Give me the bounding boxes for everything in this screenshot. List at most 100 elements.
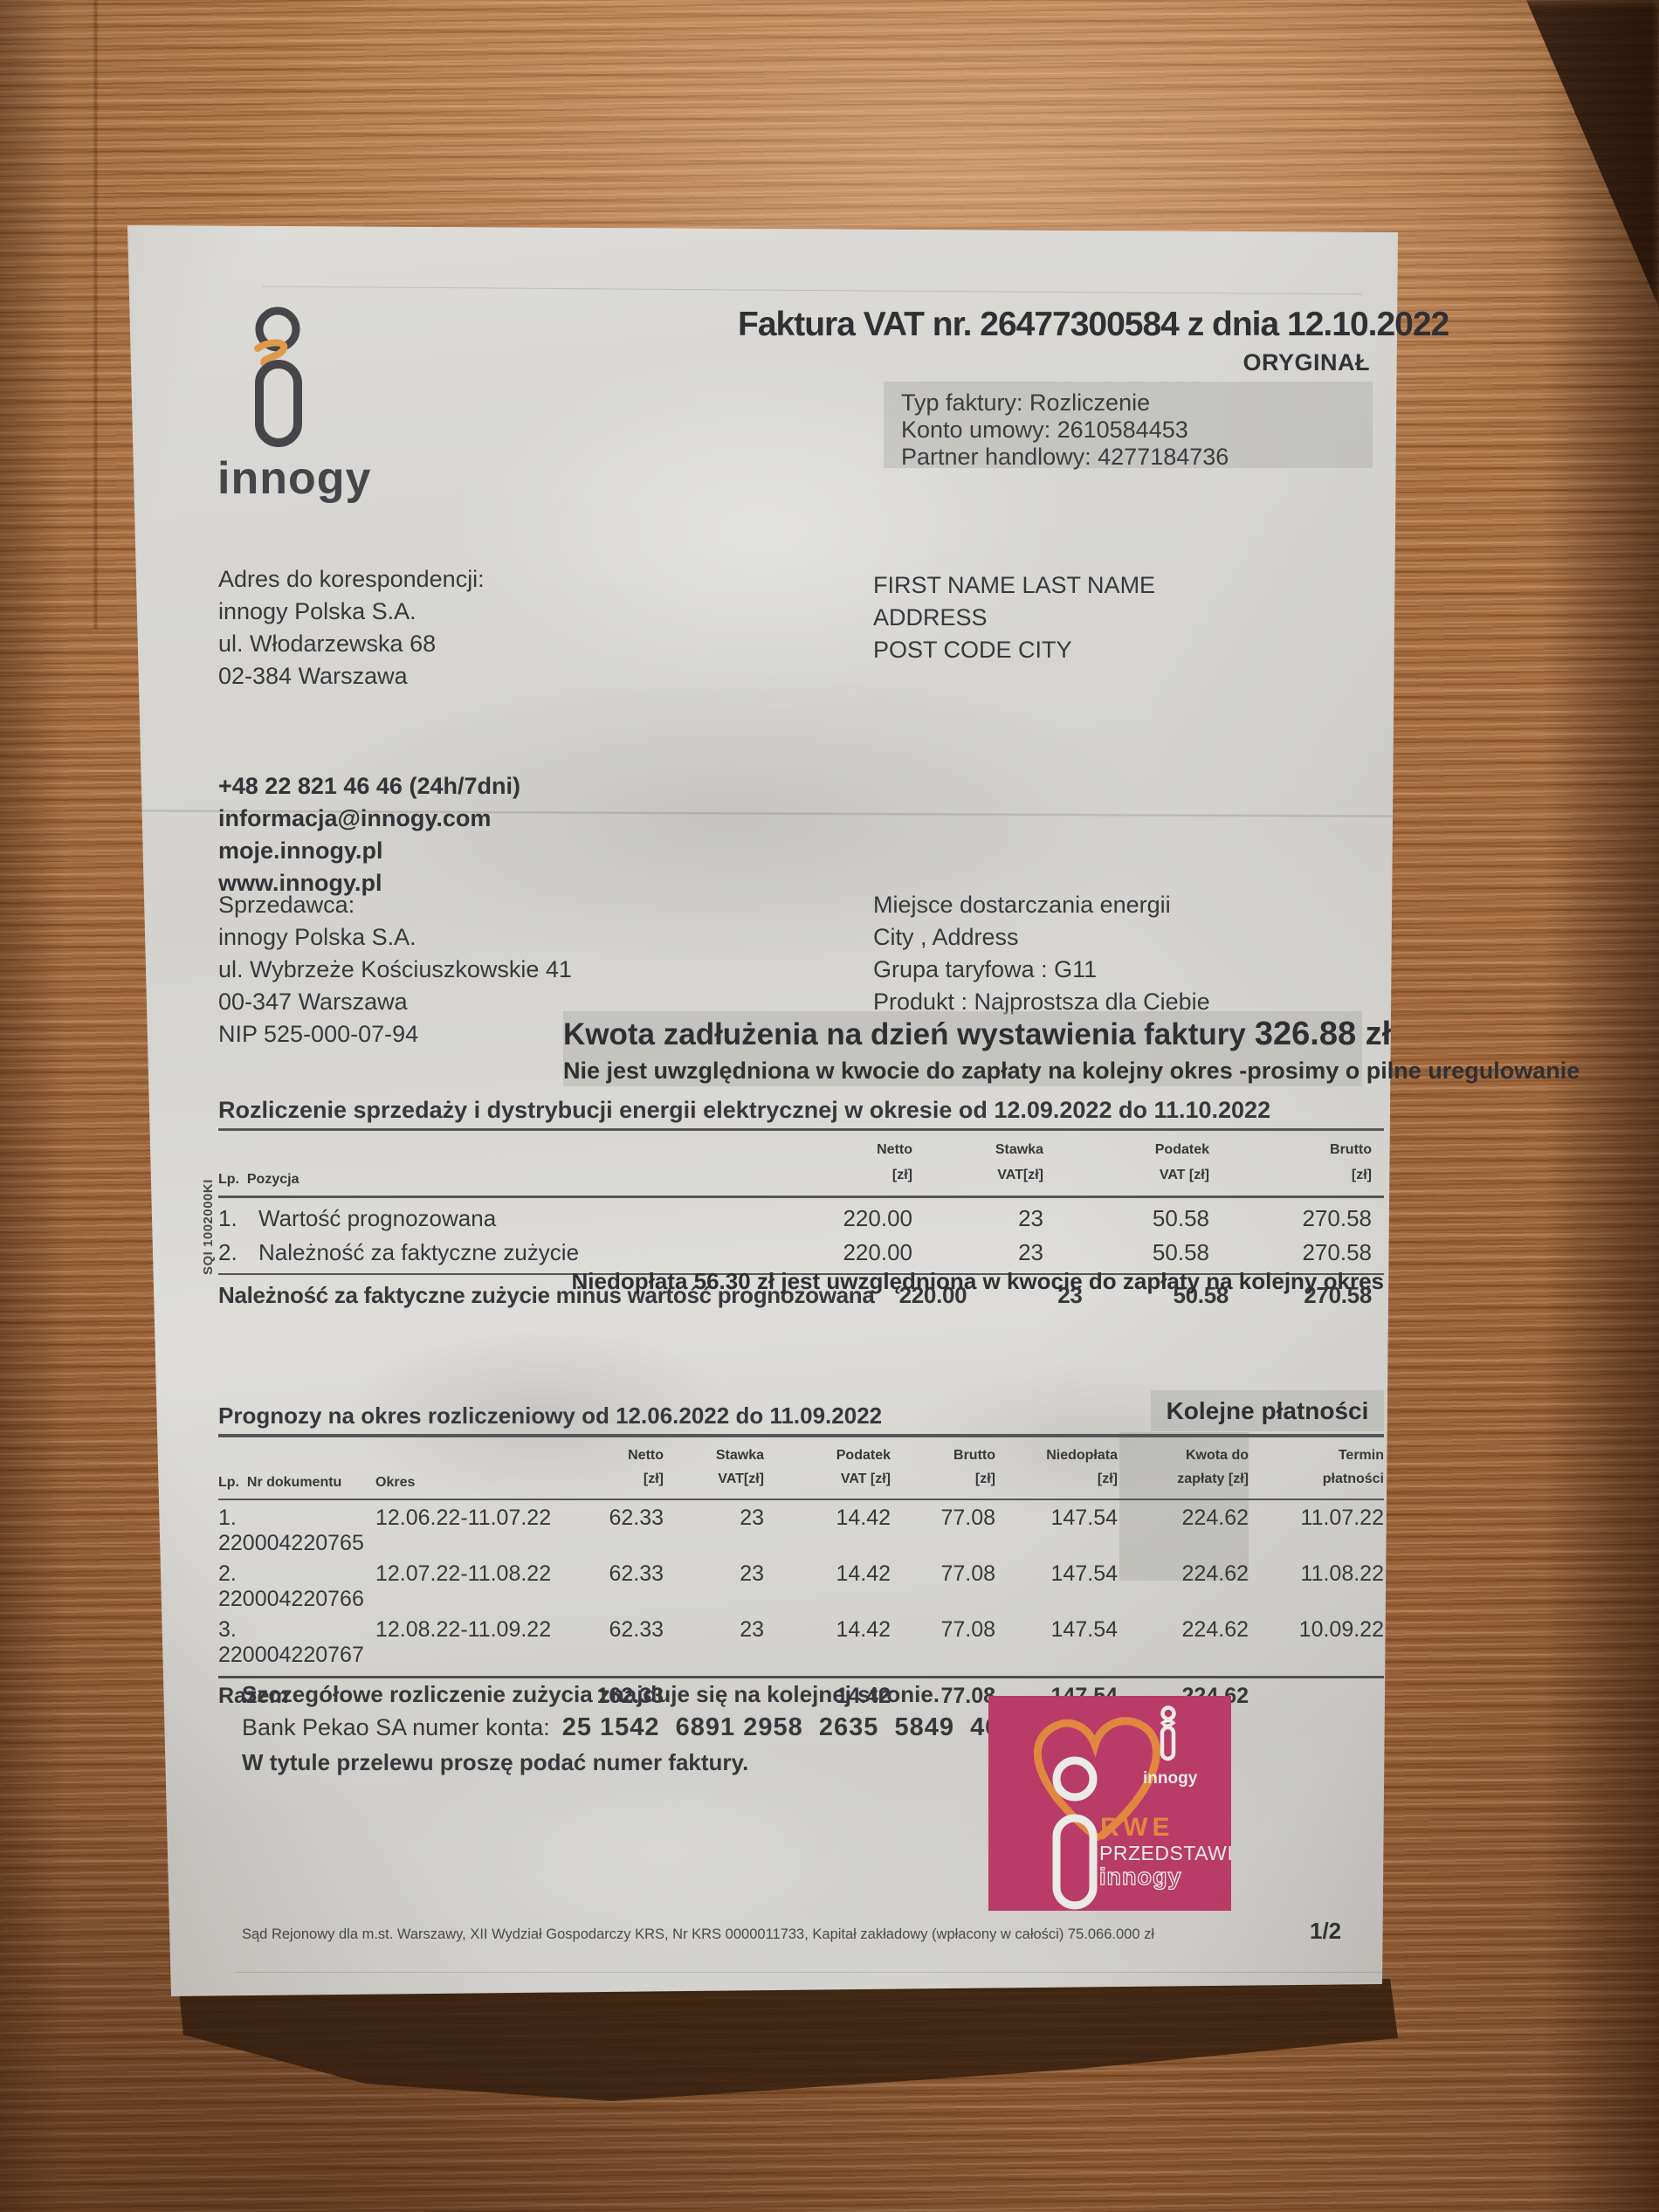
bank-account-number: 25 1542 6891 2958 2635 5849 4637 — [561, 1713, 1030, 1741]
cell: 14.42 — [836, 1506, 891, 1530]
col-header-line: VAT [zł] — [840, 1471, 891, 1486]
col-header-line: [zł] — [974, 1471, 995, 1486]
cell: 14.42 — [836, 1617, 891, 1642]
cell: 23 — [1018, 1239, 1043, 1265]
total-label: Razem — [218, 1684, 289, 1708]
cell: 11.07.22 — [1300, 1506, 1384, 1530]
col-header-netto: Netto [zł] — [576, 1444, 664, 1491]
row-index: 1. — [218, 1205, 237, 1231]
wood-seam — [94, 0, 97, 629]
cell: 162.33 — [596, 1684, 664, 1708]
contact-info: +48 22 821 46 46 (24h/7dni) informacja@i… — [218, 770, 520, 899]
forecast-table-header: Lp. Nr dokumentu Okres Netto [zł] Stawka… — [218, 1437, 1384, 1500]
cell: 77.08 — [940, 1617, 995, 1642]
side-print-code: SQI 1002000KI — [201, 1179, 216, 1275]
document-number: 220004220765 — [218, 1531, 364, 1555]
col-header-line: Kwota do — [1186, 1448, 1249, 1463]
col-header-niedoplata: Niedopłata [zł] — [995, 1444, 1118, 1491]
col-header-kwota: Kwota do zapłaty [zł] — [1118, 1444, 1249, 1491]
cell: 50.58 — [1152, 1239, 1209, 1265]
col-header-netto: Netto [zł] — [808, 1137, 912, 1188]
address-line: ul. Włodarzewska 68 — [218, 631, 437, 657]
cell: 14.42 — [836, 1684, 891, 1708]
col-header-line: VAT[zł] — [997, 1168, 1043, 1182]
cell: 62.33 — [609, 1617, 664, 1642]
address-line: 02-384 Warszawa — [218, 663, 408, 689]
row-index: 2. — [218, 1561, 237, 1586]
page-title: Faktura VAT nr. 26477300584 z dnia 12.10… — [738, 306, 1449, 343]
cell: 12.06.22-11.07.22 — [375, 1506, 552, 1530]
cell: 224.62 — [1181, 1506, 1249, 1530]
row-label-cell: 1. Wartość prognozowana — [218, 1205, 808, 1232]
cell: 270.58 — [1302, 1239, 1372, 1265]
col-header-podatek: Podatek VAT [zł] — [1043, 1137, 1209, 1188]
col-header-line: Netto — [628, 1448, 664, 1463]
logo-squiggle-icon — [254, 339, 288, 368]
cell: 23 — [740, 1506, 764, 1530]
table-row: 1. Wartość prognozowana 220.00 23 50.58 2… — [218, 1198, 1384, 1232]
document-number: 220004220766 — [218, 1587, 364, 1611]
cell: 220.00 — [843, 1239, 912, 1265]
promo-background — [988, 1696, 1231, 1911]
business-partner: Partner handlowy: 4277184736 — [901, 444, 1229, 470]
col-header-line: Podatek — [1154, 1142, 1209, 1157]
row-index: 1. — [218, 1506, 237, 1530]
row-label-cell: 3.220004220767 — [218, 1617, 375, 1668]
row-label: Wartość prognozowana — [258, 1205, 497, 1231]
heart-icon — [1033, 1717, 1160, 1842]
contract-account: Konto umowy: 2610584453 — [901, 417, 1188, 443]
col-header-line: [zł] — [643, 1471, 664, 1486]
invoice-meta-box: Typ faktury: Rozliczenie Konto umowy: 26… — [884, 382, 1373, 470]
cell: 62.33 — [609, 1506, 664, 1530]
row-label: Należność za faktyczne zużycie — [258, 1239, 580, 1265]
cell: 23 — [1057, 1282, 1083, 1308]
correspondence-address: Adres do korespondencji: innogy Polska S… — [218, 563, 485, 693]
settlement-table: Rozliczenie sprzedaży i dystrybucji ener… — [218, 1097, 1384, 1309]
cell: 147.54 — [1050, 1617, 1118, 1642]
col-header-line: [zł] — [1351, 1168, 1372, 1182]
document-header: Faktura VAT nr. 26477300584 z dnia 12.10… — [738, 306, 1449, 376]
col-header-brutto: Brutto [zł] — [1209, 1137, 1384, 1188]
small-logo-head-icon — [1160, 1706, 1176, 1721]
col-header-line: VAT [zł] — [1159, 1168, 1209, 1182]
figure-body-icon — [1052, 1814, 1098, 1910]
col-header-line: Brutto — [953, 1448, 995, 1463]
row-index: 2. — [218, 1239, 237, 1265]
recipient-line: POST CODE CITY — [873, 637, 1072, 663]
phone-number: +48 22 821 46 46 (24h/7dni) — [218, 773, 520, 799]
cell: 270.58 — [1304, 1282, 1372, 1308]
col-header-line: zapłaty [zł] — [1177, 1471, 1249, 1486]
rwe-innogy-promo-logo: RWE PRZEDSTAWIA innogy innogy — [988, 1696, 1231, 1911]
cell: 220.00 — [898, 1282, 967, 1308]
cell: 224.62 — [1181, 1561, 1249, 1586]
delivery-line: Miejsce dostarczania energii — [873, 892, 1171, 918]
original-label: ORYGINAŁ — [1243, 349, 1370, 376]
recipient-line: FIRST NAME LAST NAME — [873, 572, 1156, 598]
cell: 23 — [1018, 1205, 1043, 1231]
delivery-point-info: Miejsce dostarczania energii City , Addr… — [873, 889, 1210, 1018]
col-header-nr: Lp. Nr dokumentu — [218, 1475, 342, 1490]
col-header-pozycja: Lp. Pozycja — [218, 1172, 299, 1187]
address-line: Adres do korespondencji: — [218, 566, 485, 592]
cell: 147.54 — [1050, 1506, 1118, 1530]
rwe-wordmark: RWE — [1100, 1813, 1174, 1842]
seller-info: Sprzedawca: innogy Polska S.A. ul. Wybrz… — [218, 889, 572, 1051]
col-header-line: VAT[zł] — [718, 1471, 764, 1486]
recipient-address: FIRST NAME LAST NAME ADDRESS POST CODE C… — [873, 569, 1155, 666]
cell: 224.62 — [1181, 1617, 1249, 1642]
pencil-line-bottom — [236, 1972, 1388, 1973]
bank-account-line: Bank Pekao SA numer konta: 25 1542 6891 2… — [242, 1713, 1030, 1742]
row-label-cell: 2. Należność za faktyczne zużycie — [218, 1239, 808, 1266]
amount-due-highlight — [1119, 1432, 1249, 1581]
email-address: informacja@innogy.com — [218, 805, 492, 831]
debt-banner: Kwota zadłużenia na dzień wystawienia fa… — [563, 1011, 1580, 1086]
col-header-line: płatności — [1322, 1471, 1384, 1486]
seller-line: NIP 525-000-07-94 — [218, 1021, 419, 1047]
seller-line: 00-347 Warszawa — [218, 989, 408, 1015]
forecast-table-title: Prognozy na okres rozliczeniowy od 12.06… — [218, 1402, 1384, 1437]
page-number: 1/2 — [1310, 1918, 1342, 1944]
next-payments-label: Kolejne płatności — [1151, 1390, 1384, 1431]
col-header-termin: Termin płatności — [1249, 1444, 1384, 1491]
next-page-note: Szczegółowe rozliczenie zużycia znajduje… — [242, 1681, 940, 1707]
